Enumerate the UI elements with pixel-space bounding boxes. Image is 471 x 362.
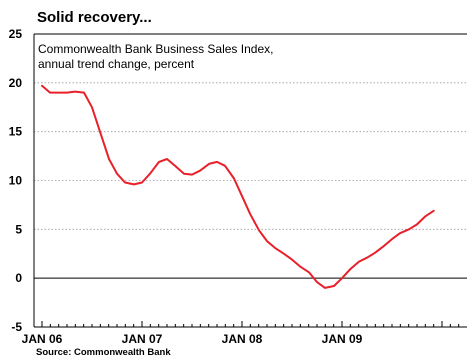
x-axis-ticks: JAN 06 JAN 07 JAN 08 JAN 09	[22, 332, 363, 346]
chart-title: Solid recovery...	[37, 9, 152, 26]
chart-subtitle-line-1: Commonwealth Bank Business Sales Index,	[38, 42, 273, 56]
x-tick-label-jan-06: JAN 06	[22, 332, 63, 346]
chart-subtitle-line-2: annual trend change, percent	[38, 57, 195, 71]
y-tick-label-20: 20	[9, 76, 23, 90]
y-tick-label-5: 5	[15, 222, 22, 236]
series	[41, 84, 435, 289]
y-tick-label-10: 10	[9, 174, 23, 188]
axes	[33, 33, 467, 328]
y-tick-label-15: 15	[9, 125, 23, 139]
y-axis-ticks: -5 0 5 10 15 20 25	[9, 27, 23, 334]
y-tick-label-0: 0	[15, 271, 22, 285]
grid	[34, 82, 467, 230]
y-tick-label--5: -5	[11, 320, 22, 334]
x-tick-label-jan-07: JAN 07	[122, 332, 163, 346]
x-tick-label-jan-08: JAN 08	[222, 332, 263, 346]
x-tick-label-jan-09: JAN 09	[322, 332, 363, 346]
chart-source: Source: Commonwealth Bank	[36, 347, 171, 358]
y-tick-label-25: 25	[9, 27, 23, 41]
series-line-0	[41, 84, 435, 289]
